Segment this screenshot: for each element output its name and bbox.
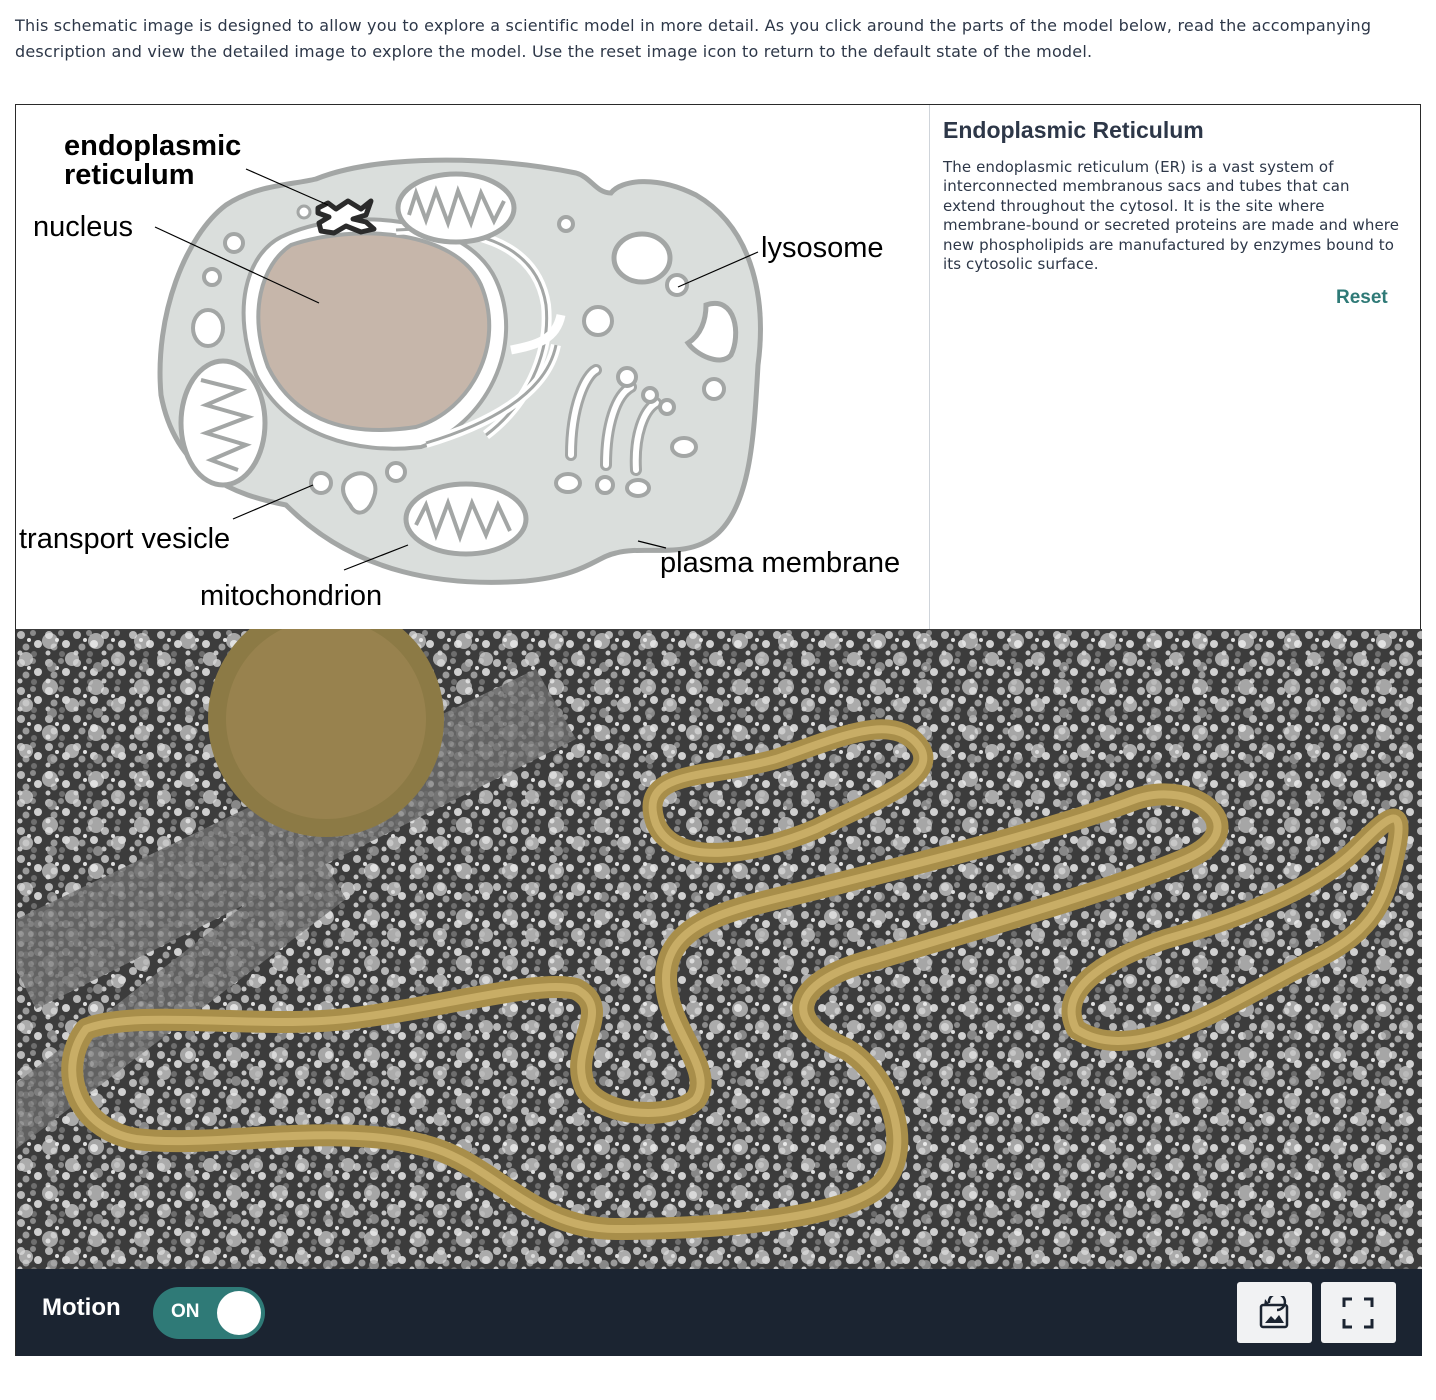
label-lysosome[interactable]: lysosome — [761, 232, 884, 264]
motion-toggle[interactable]: ON — [153, 1287, 265, 1339]
motion-label: Motion — [42, 1294, 121, 1321]
motion-toggle-state: ON — [171, 1301, 200, 1322]
transport-vesicle-shape[interactable] — [309, 471, 333, 495]
label-mitochondrion[interactable]: mitochondrion — [200, 580, 382, 612]
label-er-line2[interactable]: reticulum — [64, 159, 195, 191]
fullscreen-icon — [1342, 1297, 1374, 1329]
reset-image-button[interactable] — [1237, 1282, 1312, 1343]
cell-diagram[interactable]: endoplasmic reticulum nucleus lysosome t… — [16, 105, 930, 629]
mitochondrion-top[interactable] — [395, 171, 517, 245]
lysosome-shape[interactable] — [665, 273, 689, 297]
intro-text: This schematic image is designed to allo… — [15, 16, 1372, 61]
toggle-knob — [217, 1291, 261, 1335]
label-nucleus[interactable]: nucleus — [33, 211, 133, 243]
label-plasma-membrane[interactable]: plasma membrane — [660, 547, 900, 579]
viewer-top-row: endoplasmic reticulum nucleus lysosome t… — [16, 105, 1422, 629]
nucleus-shape[interactable] — [256, 231, 492, 432]
fullscreen-button[interactable] — [1321, 1282, 1396, 1343]
label-er-line1[interactable]: endoplasmic — [64, 130, 241, 162]
info-title: Endoplasmic Reticulum — [943, 117, 1204, 143]
label-transport-vesicle[interactable]: transport vesicle — [19, 523, 230, 555]
model-viewer: endoplasmic reticulum nucleus lysosome t… — [15, 104, 1422, 1356]
info-panel: Endoplasmic Reticulum The endoplasmic re… — [930, 105, 1421, 629]
control-bar: Motion ON — [16, 1269, 1422, 1356]
cell-schematic[interactable]: endoplasmic reticulum nucleus lysosome t… — [16, 105, 930, 629]
reset-button[interactable]: Reset — [1336, 287, 1388, 308]
mitochondrion-left[interactable] — [178, 358, 268, 488]
mitochondrion-bottom[interactable] — [403, 481, 529, 557]
info-description: The endoplasmic reticulum (ER) is a vast… — [943, 158, 1400, 274]
molecular-render — [16, 629, 1422, 1269]
er-highlight-shape[interactable] — [315, 198, 377, 236]
reset-image-icon — [1259, 1296, 1289, 1329]
detailed-model-image[interactable] — [16, 629, 1422, 1269]
